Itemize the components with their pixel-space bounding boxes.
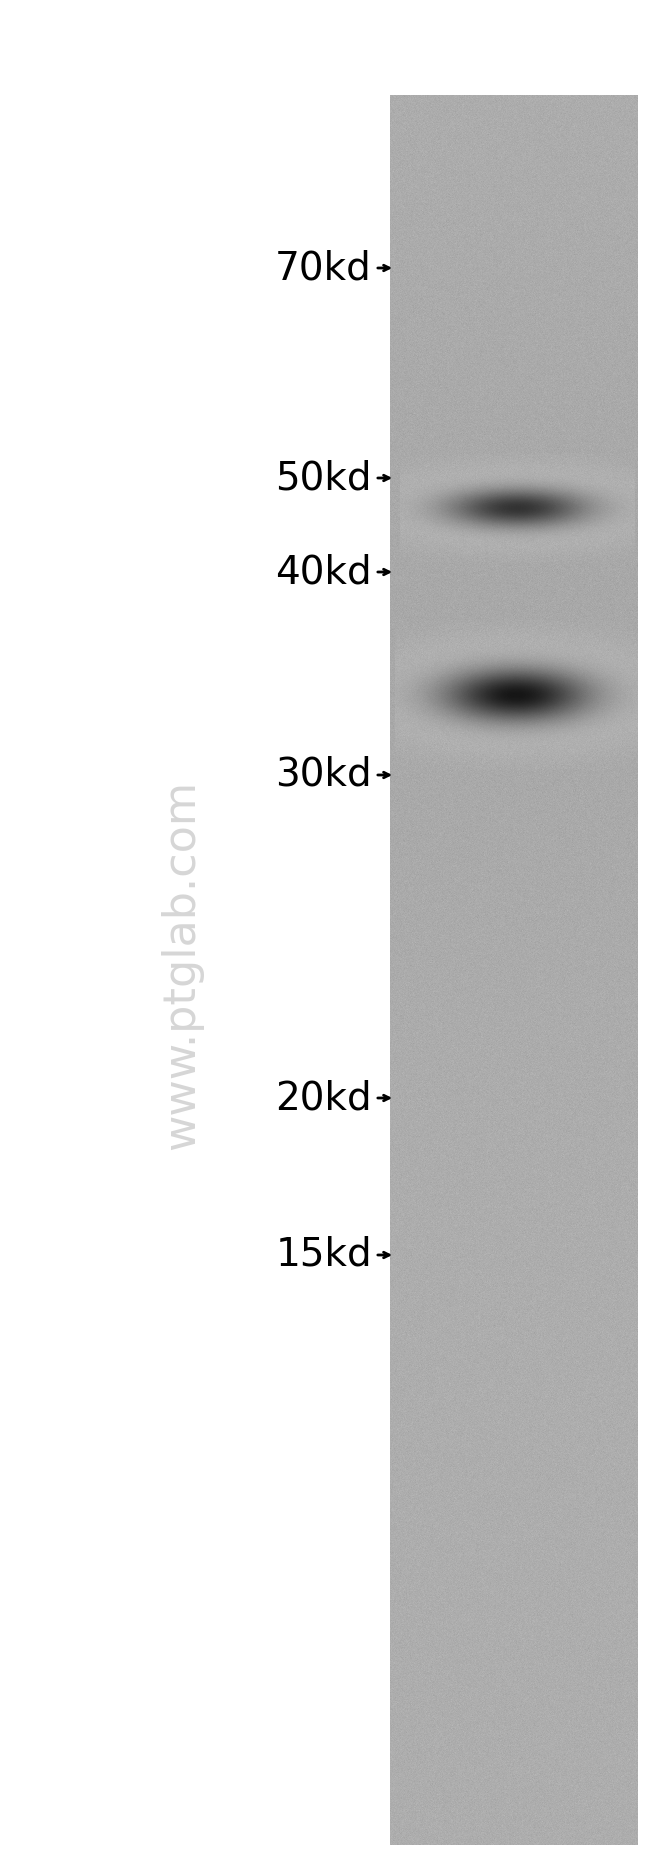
Text: 20kd: 20kd (276, 1080, 372, 1117)
Text: 15kd: 15kd (276, 1235, 372, 1274)
Text: 70kd: 70kd (275, 249, 372, 288)
Text: 40kd: 40kd (276, 553, 372, 592)
Text: 30kd: 30kd (276, 757, 372, 794)
Text: www.ptglab.com: www.ptglab.com (161, 779, 203, 1150)
Text: 50kd: 50kd (276, 458, 372, 497)
